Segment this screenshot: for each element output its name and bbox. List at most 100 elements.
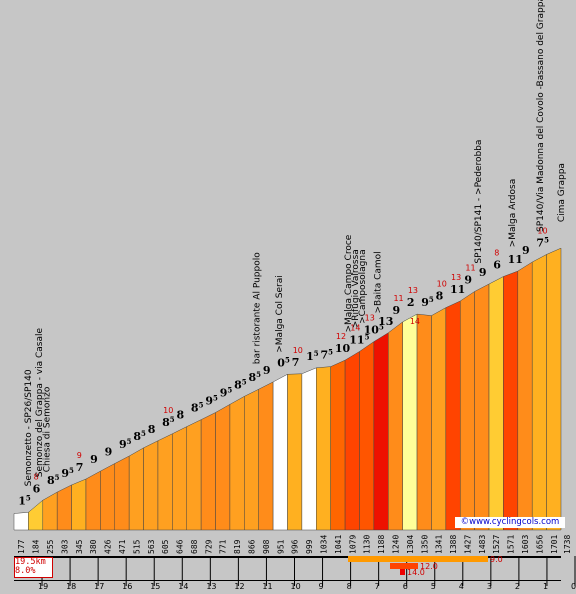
profile-segment xyxy=(42,491,58,531)
waypoint-label: >Baita Camol xyxy=(373,251,383,313)
altitude-label: 605 xyxy=(161,539,170,554)
profile-segment xyxy=(344,351,360,531)
summary-distance: 19.5km xyxy=(15,557,46,567)
grade-label: 9 xyxy=(90,453,98,466)
grade-label: 6 xyxy=(493,259,501,272)
max-grade-label: 10 xyxy=(163,406,173,415)
axis-baseline xyxy=(14,580,561,581)
axis-tick-label: 9 xyxy=(319,582,324,591)
max-grade-label: 10 xyxy=(437,280,447,289)
axis-tick-label: 14 xyxy=(178,582,188,591)
grade-label: 6 xyxy=(33,482,41,495)
axis-line xyxy=(14,556,561,558)
axis-tick-label: 18 xyxy=(66,582,76,591)
grade-label: 05 xyxy=(277,355,290,369)
grade-label: 8 xyxy=(148,423,156,436)
grade-label: 105 xyxy=(364,323,384,337)
altitude-label: 1701 xyxy=(550,535,559,554)
grade-label: 85 xyxy=(191,401,204,415)
profile-segment xyxy=(172,426,187,531)
axis-tick-label: 2 xyxy=(515,582,520,591)
grade-legend: 9.0 12.014.0 xyxy=(348,555,503,577)
altitude-label: 1341 xyxy=(435,535,444,554)
watermark: ©www.cyclingcols.com xyxy=(455,517,565,528)
grade-label: 9 xyxy=(392,304,400,317)
profile-segment xyxy=(28,499,44,531)
max-grade-label: 11 xyxy=(393,294,403,303)
altitude-label: 515 xyxy=(132,539,141,554)
profile-segment xyxy=(143,440,159,531)
legend-value: 9.0 xyxy=(490,555,503,564)
waypoint-label: Semonzetto - SP26/SP140 xyxy=(24,369,34,486)
grade-label: 85 xyxy=(249,370,262,384)
profile-segment xyxy=(85,470,101,531)
axis-tick-label: 3 xyxy=(487,582,492,591)
profile-segment xyxy=(13,512,29,531)
grade-label: 2 xyxy=(407,296,415,309)
grade-label: 95 xyxy=(220,385,233,399)
axis-tick-label: 7 xyxy=(375,582,380,591)
profile-segment xyxy=(301,367,317,531)
waypoint-label: SP140/SP141 - >Pederobba xyxy=(474,140,484,264)
max-grade-label: 12 xyxy=(336,332,346,341)
altitude-label: 908 xyxy=(262,539,271,554)
altitude-label: 1350 xyxy=(420,535,429,554)
axis-tick-label: 10 xyxy=(290,582,300,591)
axis-tick-label: 1 xyxy=(543,582,548,591)
grade-label: 95 xyxy=(61,466,74,480)
altitude-label: 771 xyxy=(219,539,228,554)
profile-segment xyxy=(56,484,72,531)
profile-segment xyxy=(114,455,130,531)
max-grade-label: 10 xyxy=(537,226,547,235)
waypoint-label: Chiesa di Semonzo xyxy=(42,386,52,472)
profile-segment xyxy=(388,321,403,531)
profile-segment xyxy=(186,419,202,531)
profile-segment xyxy=(546,247,562,531)
waypoint-label: Semonzo del Grappa - via Casale xyxy=(35,327,45,477)
grade-label: 85 xyxy=(162,415,175,429)
altitude-label: 646 xyxy=(176,539,185,554)
max-grade-label: 8 xyxy=(34,472,39,481)
profile-segment xyxy=(445,300,461,531)
altitude-label: 1427 xyxy=(463,535,472,554)
grade-label: 7 xyxy=(76,461,84,474)
altitude-label: 1079 xyxy=(348,535,357,554)
grade-label: 15 xyxy=(306,349,319,363)
grade-label: 95 xyxy=(205,394,218,408)
altitude-label: 1188 xyxy=(377,535,386,554)
altitude-label: 819 xyxy=(233,539,242,554)
legend-bar xyxy=(348,556,488,562)
profile-segment xyxy=(330,359,346,531)
altitude-label: 866 xyxy=(248,539,257,554)
grade-label: 115 xyxy=(349,333,369,347)
profile-segment xyxy=(431,307,447,531)
grade-label: 10 xyxy=(335,342,351,355)
grade-label: 11 xyxy=(508,253,523,266)
grade-label: 15 xyxy=(18,493,31,507)
distance-axis: 19 18 17 16 15 14 13 12 11 10 9 8 7 6 5 4 3 2 1 0 xyxy=(14,556,576,591)
grade-label: 85 xyxy=(133,429,146,443)
axis-tick-label: 5 xyxy=(431,582,436,591)
profile-segment xyxy=(359,341,375,531)
waypoint-label: >Malga Col Serai xyxy=(275,275,285,353)
grade-label: 8 xyxy=(177,409,185,422)
profile-segment xyxy=(503,270,519,531)
max-grade-label: 11 xyxy=(465,263,475,272)
altitude-label: 255 xyxy=(46,539,55,554)
altitude-label: 426 xyxy=(104,539,113,554)
grade-label: 85 xyxy=(234,377,247,391)
grade-label: 95 xyxy=(119,437,132,451)
profile-segment xyxy=(474,283,490,531)
grade-label: 11 xyxy=(450,283,465,296)
grade-label: 8 xyxy=(436,290,444,303)
axis-tick-label: 12 xyxy=(234,582,244,591)
legend-value: 14.0 xyxy=(407,568,425,577)
profile-segment xyxy=(402,313,418,531)
axis-tick-label: 11 xyxy=(262,582,272,591)
altitude-label: 1034 xyxy=(319,535,328,554)
waypoint-label: Cima Grappa xyxy=(557,163,567,222)
profile-segment xyxy=(215,403,231,531)
max-grade-label: 8 xyxy=(494,249,499,258)
waypoint-label: >Rifugio Valrossa xyxy=(351,249,361,328)
